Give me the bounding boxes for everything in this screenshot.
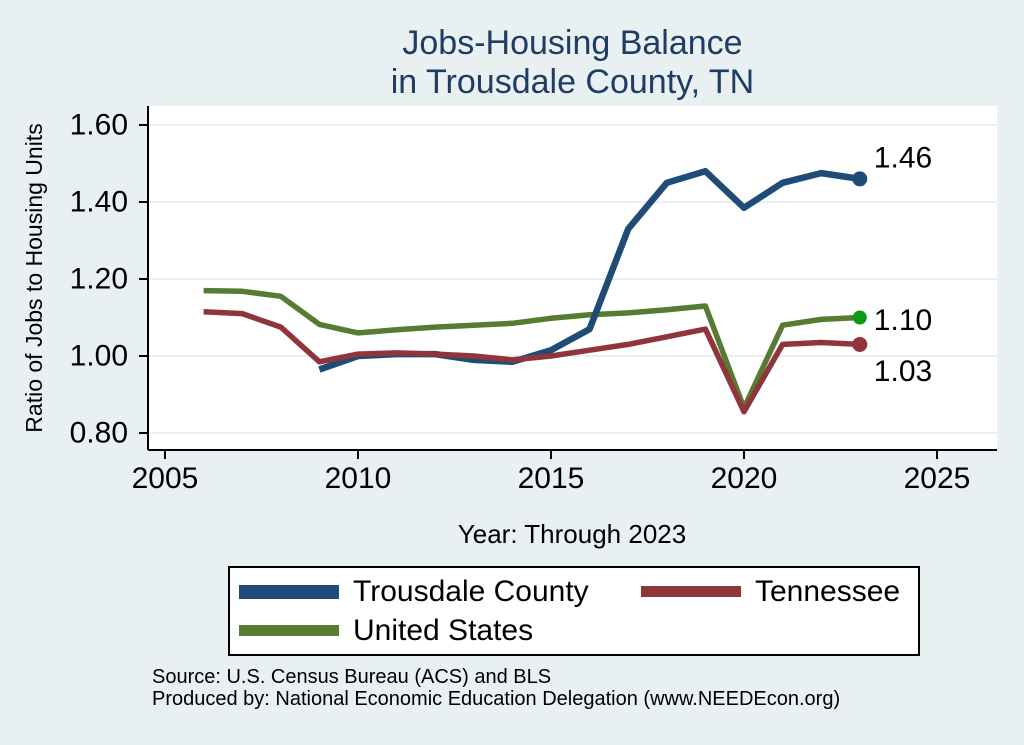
legend-swatch-trousdale-county [239,584,339,599]
legend-item-tennessee: Tennessee [641,575,918,608]
legend-swatch-tennessee [641,586,741,597]
end-marker-trousdale-county [852,171,868,187]
y-axis-title: Ratio of Jobs to Housing Units [21,123,47,432]
source-line2: Produced by: National Economic Education… [152,688,841,710]
source-line1: Source: U.S. Census Bureau (ACS) and BLS [152,666,552,688]
gridlines [148,124,997,434]
y-tick-label: 1.00 [70,340,128,373]
end-markers [852,171,868,352]
legend-label-trousdale-county: Trousdale County [353,574,589,608]
end-label-united-states: 1.10 [874,304,932,337]
end-marker-united-states [852,310,867,325]
plot-area-background [148,106,997,450]
legend-item-united-states: United States [239,614,641,647]
y-tick-label: 1.60 [70,109,128,142]
x-tick-label: 2025 [904,462,971,495]
chart-title-line1: Jobs-Housing Balance [402,24,743,62]
series-line-tennessee [203,308,860,415]
x-axis-title: Year: Through 2023 [458,519,686,549]
series-line-united-states [203,287,860,411]
chart-title: Jobs-Housing Balance in Trousdale County… [120,24,1024,102]
source-note: Source: U.S. Census Bureau (ACS) and BLS… [152,666,840,710]
series-lines [203,167,861,415]
x-tick-label: 2015 [518,462,585,495]
legend-label-united-states: United States [353,613,534,647]
end-value-labels: 1.46 1.03 1.10 [874,141,932,388]
end-label-trousdale-county: 1.46 [874,141,932,174]
legend-label-tennessee: Tennessee [755,574,901,608]
tick-labels: 0.80 1.00 1.20 1.40 1.60 2005 2010 2015 2020 2025 [70,109,971,496]
legend: Trousdale County Tennessee United States [228,566,920,656]
chart-title-line2: in Trousdale County, TN [390,63,755,101]
x-tick-label: 2010 [325,462,392,495]
x-tick-label: 2020 [711,462,778,495]
y-tick-label: 1.40 [70,186,128,219]
end-label-tennessee: 1.03 [874,355,932,388]
tick-marks [139,124,938,459]
legend-item-trousdale-county: Trousdale County [239,575,641,608]
legend-swatch-united-states [239,625,339,636]
y-tick-label: 1.20 [70,263,128,296]
x-tick-label: 2005 [132,462,199,495]
y-tick-label: 0.80 [70,417,128,450]
end-marker-tennessee [852,336,868,352]
